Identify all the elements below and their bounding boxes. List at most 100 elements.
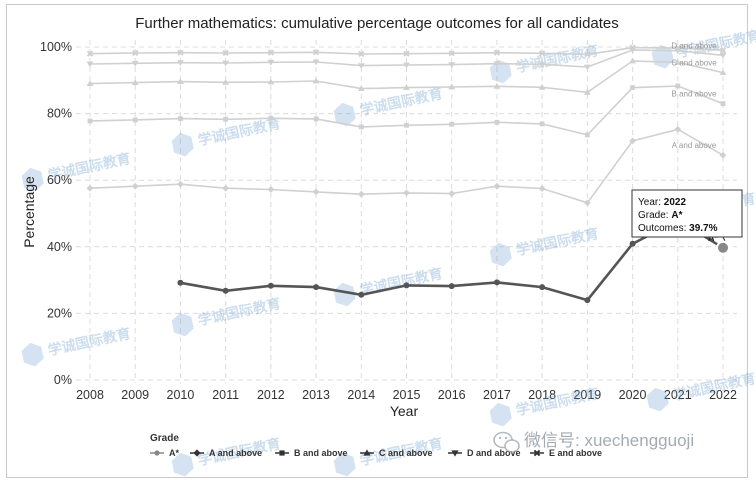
data-point: [493, 49, 501, 56]
data-point: [357, 190, 365, 198]
data-point: [267, 59, 275, 66]
data-point: [131, 60, 139, 67]
data-point: [267, 49, 274, 56]
data-point: [313, 116, 319, 122]
data-point: [538, 61, 546, 68]
data-point: [312, 188, 320, 196]
x-tick-label: 2014: [347, 388, 375, 402]
data-point: [404, 122, 409, 128]
x-tick-label: 2019: [573, 388, 601, 402]
data-point: [584, 132, 590, 138]
legend: Grade A* A and above B and above C and abov…: [150, 433, 602, 458]
data-point: [583, 199, 591, 207]
data-point: [267, 78, 275, 85]
data-point: [451, 450, 459, 457]
y-tick-label: 40%: [47, 240, 72, 254]
data-point: [222, 287, 229, 294]
watermark-text: 学诚国际教育: [196, 295, 281, 328]
x-tick-label: 2020: [619, 388, 647, 402]
y-tick-label: 100%: [40, 40, 72, 54]
y-tick-label: 80%: [47, 107, 72, 121]
data-point: [222, 78, 230, 85]
tooltip-pointer: [722, 236, 726, 242]
data-point: [312, 77, 320, 84]
series-end-label: C and above: [671, 59, 717, 68]
watermark: 学诚国际教育: [21, 325, 132, 367]
watermark-logo-icon: [333, 282, 356, 307]
x-axis-title: Year: [390, 403, 419, 419]
data-point: [494, 119, 500, 125]
x-tick-label: 2017: [483, 388, 511, 402]
data-point: [583, 88, 591, 95]
legend-item: A*: [150, 448, 179, 458]
data-point: [719, 151, 727, 159]
data-point: [493, 182, 501, 190]
y-tick-label: 0%: [54, 373, 72, 387]
data-point: [493, 61, 501, 68]
legend-label: D and above: [467, 448, 521, 458]
data-point: [403, 84, 410, 91]
x-tick-label: 2016: [438, 388, 466, 402]
series-b-and-above: [87, 83, 726, 138]
data-point: [223, 116, 229, 122]
data-point: [357, 85, 365, 92]
data-point: [193, 449, 201, 457]
x-tick-label: 2012: [257, 388, 285, 402]
tooltip-grade: Grade: A*: [638, 210, 683, 221]
data-point: [403, 282, 410, 289]
data-point: [177, 78, 184, 85]
data-point: [222, 184, 230, 192]
data-point: [539, 121, 545, 127]
data-point: [630, 85, 635, 91]
watermark-logo-icon: [333, 102, 356, 127]
data-point: [538, 185, 546, 192]
data-point: [177, 60, 184, 67]
data-point: [584, 51, 591, 58]
series-a-and-above: [86, 125, 727, 207]
y-axis-title: Percentage: [21, 176, 37, 248]
legend-item: E and above: [530, 448, 602, 458]
data-point: [629, 240, 636, 247]
x-tick-label: 2008: [76, 388, 104, 402]
series-layer: A*: [86, 44, 730, 304]
data-point: [86, 61, 94, 68]
y-tick-label: 20%: [47, 306, 72, 320]
hovered-point: [716, 240, 730, 255]
hovered-point-label: A*: [708, 233, 718, 243]
data-point: [357, 63, 365, 70]
data-point: [267, 282, 274, 289]
data-point: [720, 101, 726, 107]
data-point: [358, 291, 365, 298]
legend-item: B and above: [275, 448, 348, 458]
data-point: [538, 83, 546, 90]
x-tick-label: 2015: [393, 388, 421, 402]
data-point: [719, 47, 727, 54]
series-end-label: A and above: [672, 141, 717, 150]
x-tick-label: 2022: [709, 388, 737, 402]
data-point: [267, 186, 275, 193]
data-point: [493, 82, 501, 89]
watermark: 学诚国际教育: [171, 295, 282, 337]
watermark: 学诚国际教育: [646, 370, 756, 412]
data-point: [86, 50, 94, 57]
data-point: [448, 283, 455, 290]
watermark-logo-icon: [21, 167, 44, 192]
watermark-text: 学诚国际教育: [46, 150, 131, 183]
x-tick-label: 2018: [528, 388, 556, 402]
data-point: [448, 50, 455, 57]
watermark-logo-icon: [333, 452, 356, 477]
watermark-logo-icon: [171, 452, 194, 477]
data-point: [177, 279, 184, 286]
watermark-text: 学诚国际教育: [514, 225, 599, 258]
data-point: [448, 83, 456, 90]
legend-label: C and above: [379, 448, 433, 458]
watermark: 学诚国际教育: [489, 225, 600, 267]
watermark-text: 学诚国际教育: [46, 325, 131, 358]
data-point: [403, 50, 410, 57]
legend-label: A*: [169, 448, 179, 458]
watermark-logo-icon: [489, 59, 512, 84]
x-tick-label: 2010: [167, 388, 195, 402]
watermark-layer: 学诚国际教育学诚国际教育学诚国际教育学诚国际教育学诚国际教育学诚国际教育学诚国际…: [21, 27, 756, 477]
x-tick-label: 2013: [302, 388, 330, 402]
